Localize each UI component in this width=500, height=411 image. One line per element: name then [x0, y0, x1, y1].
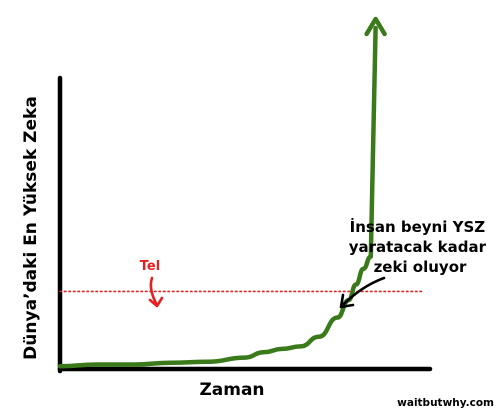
annotation-line-1: İnsan beyni YSZ — [350, 217, 486, 236]
annotation-pointer-arrow — [342, 276, 386, 306]
credit-text: waitbutwhy.com — [397, 397, 494, 409]
annotation-line-2: yaratacak kadar — [349, 238, 487, 256]
reference-pointer-arrowhead — [148, 296, 164, 308]
annotation-line-3: zeki oluyor — [374, 258, 467, 276]
series-layer — [57, 16, 387, 369]
reference-pointer-arrow — [149, 276, 159, 307]
series-arrowhead — [364, 16, 387, 37]
annotation-pointer-arrowhead — [339, 293, 355, 309]
reference-line-label: Tel — [140, 259, 160, 274]
axes — [57, 75, 433, 374]
x-axis-label: Zaman — [199, 380, 264, 400]
annotation-text: İnsan beyni YSZ yaratacak kadar zeki olu… — [349, 217, 492, 276]
series-line-0 — [57, 25, 378, 369]
y-axis-label: Dünya’daki En Yüksek Zeka — [21, 96, 41, 360]
